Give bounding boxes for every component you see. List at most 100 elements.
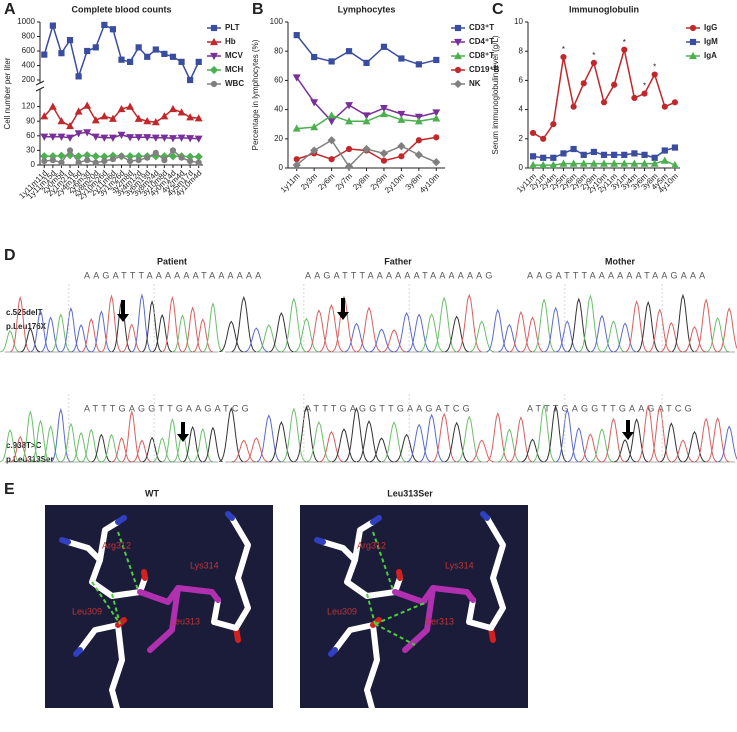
marker bbox=[48, 133, 57, 141]
marker bbox=[74, 107, 83, 115]
chromatogram-trace bbox=[613, 439, 637, 463]
marker bbox=[650, 159, 659, 167]
marker bbox=[151, 118, 160, 126]
arrow bbox=[117, 300, 129, 322]
marker bbox=[100, 134, 109, 142]
marker bbox=[75, 73, 82, 80]
chromatogram-trace bbox=[602, 320, 625, 353]
marker bbox=[144, 53, 151, 60]
marker bbox=[579, 159, 588, 167]
marker bbox=[600, 159, 608, 167]
marker bbox=[345, 102, 353, 110]
marker bbox=[135, 157, 142, 164]
legend-marker bbox=[454, 38, 462, 47]
chromatogram-trace bbox=[256, 324, 281, 353]
chromatogram-trace bbox=[579, 433, 602, 463]
residue-label: Arg312 bbox=[357, 540, 386, 550]
marker bbox=[186, 135, 195, 143]
y-tick-label: 100 bbox=[270, 17, 284, 26]
marker bbox=[83, 101, 92, 109]
marker bbox=[397, 110, 406, 119]
marker bbox=[74, 130, 83, 138]
marker bbox=[362, 117, 371, 125]
marker bbox=[529, 129, 537, 137]
marker bbox=[91, 116, 100, 124]
chromatogram-trace bbox=[406, 423, 432, 463]
residue-label: Leu309 bbox=[327, 606, 357, 616]
marker bbox=[109, 26, 117, 33]
marker bbox=[345, 117, 353, 125]
marker bbox=[327, 118, 336, 126]
marker bbox=[58, 159, 65, 166]
chromatogram-trace bbox=[111, 437, 132, 463]
chromatogram-trace bbox=[40, 425, 61, 463]
marker bbox=[540, 154, 547, 161]
marker bbox=[670, 160, 679, 169]
marker bbox=[311, 53, 318, 61]
marker bbox=[310, 99, 319, 107]
marker bbox=[539, 160, 548, 169]
marker bbox=[549, 160, 558, 169]
chromatogram-trace bbox=[60, 422, 81, 463]
panel-label: B bbox=[252, 1, 264, 18]
chromatogram-trace bbox=[244, 327, 269, 353]
y-tick-label: 800 bbox=[22, 32, 36, 41]
marker bbox=[362, 144, 371, 154]
chromatogram-trace bbox=[694, 417, 718, 463]
marker bbox=[194, 135, 203, 143]
chromatogram-trace bbox=[101, 433, 122, 463]
marker bbox=[580, 151, 587, 158]
marker bbox=[108, 134, 117, 142]
chromatogram-trace bbox=[219, 406, 244, 463]
marker bbox=[187, 158, 194, 165]
marker bbox=[177, 108, 186, 116]
legend-label: CD8⁺T bbox=[469, 51, 494, 60]
residue-label: Leu313 bbox=[170, 616, 200, 626]
chromatogram-trace bbox=[444, 315, 469, 353]
y-tick-label: 0 bbox=[519, 163, 524, 172]
marker bbox=[100, 112, 109, 120]
chromatogram-trace bbox=[369, 328, 394, 353]
legend-marker bbox=[689, 38, 697, 46]
marker bbox=[57, 133, 66, 141]
legend-label: MCV bbox=[225, 51, 243, 60]
chromatogram-trace bbox=[344, 322, 369, 353]
chromatogram-trace bbox=[231, 439, 256, 463]
chromatogram-trace bbox=[509, 416, 533, 463]
marker bbox=[92, 159, 99, 166]
marker bbox=[641, 90, 648, 97]
mutation-protein: p.Leu313Ser bbox=[6, 455, 54, 464]
chromatogram-trace bbox=[579, 294, 602, 353]
residue-label: Leu309 bbox=[72, 606, 102, 616]
chromatogram-trace bbox=[281, 297, 307, 353]
legend-label: MCH bbox=[225, 65, 243, 74]
marker bbox=[160, 112, 169, 120]
marker bbox=[108, 114, 117, 122]
sequence: ATTTGAGGTTGAAGATCG bbox=[527, 403, 695, 413]
marker bbox=[600, 151, 608, 158]
marker bbox=[194, 114, 203, 122]
chromatogram-trace bbox=[121, 323, 142, 353]
chromatogram-trace bbox=[706, 416, 729, 463]
chromatogram-trace bbox=[648, 406, 672, 463]
marker bbox=[570, 145, 577, 153]
chromatogram-trace bbox=[331, 295, 357, 353]
chromatogram-trace bbox=[202, 302, 223, 353]
chromatogram-trace bbox=[81, 428, 102, 463]
y-tick-label: 30 bbox=[26, 146, 35, 155]
annotation: * bbox=[643, 82, 646, 91]
marker bbox=[126, 134, 135, 142]
marker bbox=[414, 150, 423, 159]
x-tick-label: 2y7m bbox=[334, 171, 354, 191]
chromatogram-trace bbox=[91, 310, 112, 353]
marker bbox=[194, 152, 203, 161]
chromatogram-trace bbox=[231, 295, 257, 353]
y-axis-title: Serum immunoglobulin level (g/L) bbox=[491, 35, 500, 155]
chromatogram-trace bbox=[356, 306, 382, 353]
chromatogram-trace bbox=[132, 439, 152, 463]
legend-label: PLT bbox=[225, 23, 240, 32]
chromatogram-trace bbox=[486, 308, 510, 353]
marker bbox=[41, 51, 48, 58]
marker bbox=[569, 159, 578, 167]
chromatogram-trace bbox=[40, 316, 61, 353]
